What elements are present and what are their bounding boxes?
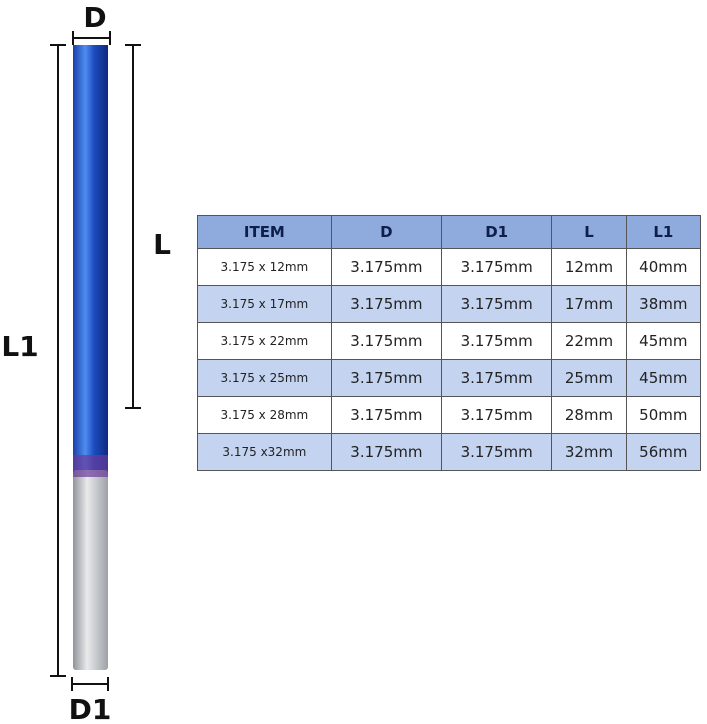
table-cell: 3.175 x 17mm <box>197 285 332 323</box>
table-cell: 3.175mm <box>330 285 443 323</box>
header-cell: D1 <box>441 215 553 249</box>
table-cell: 56mm <box>625 433 702 471</box>
spec-table: ITEM D D1 L L1 3.175 x 12mm 3.175mm 3.175mm 12mm… <box>197 215 702 471</box>
table-cell: 3.175 x32mm <box>197 433 332 471</box>
table-cell: 3.175 x 28mm <box>197 396 332 434</box>
table-cell: 3.175mm <box>441 433 553 471</box>
table-cell: 3.175 x 22mm <box>197 322 332 360</box>
header-cell: L <box>551 215 627 249</box>
table-cell: 25mm <box>551 359 627 397</box>
table-cell: 3.175mm <box>441 322 553 360</box>
table-cell: 17mm <box>551 285 627 323</box>
label-d1: D1 <box>69 693 112 724</box>
table-cell: 3.175 x 12mm <box>197 248 332 286</box>
label-d: D <box>83 1 106 34</box>
table-cell: 3.175mm <box>441 285 553 323</box>
table-cell: 40mm <box>625 248 702 286</box>
table-row: 3.175 x 28mm 3.175mm 3.175mm 28mm 50mm <box>197 396 702 434</box>
label-l: L <box>153 228 171 261</box>
table-cell: 3.175mm <box>330 433 443 471</box>
flute <box>73 45 108 475</box>
header-cell: ITEM <box>197 215 332 249</box>
table-cell: 45mm <box>625 322 702 360</box>
coating-edge <box>73 455 108 477</box>
table-cell: 3.175mm <box>330 322 443 360</box>
table-row: 3.175 x 22mm 3.175mm 3.175mm 22mm 45mm <box>197 322 702 360</box>
table-cell: 50mm <box>625 396 702 434</box>
table-cell: 3.175mm <box>330 248 443 286</box>
table-row: 3.175 x 17mm 3.175mm 3.175mm 17mm 38mm <box>197 285 702 323</box>
table-cell: 3.175mm <box>441 359 553 397</box>
table-cell: 38mm <box>625 285 702 323</box>
table-cell: 45mm <box>625 359 702 397</box>
table-row: 3.175 x32mm 3.175mm 3.175mm 32mm 56mm <box>197 433 702 471</box>
dimension-lines <box>50 31 141 691</box>
table-row: 3.175 x 25mm 3.175mm 3.175mm 25mm 45mm <box>197 359 702 397</box>
table-cell: 3.175mm <box>330 396 443 434</box>
header-row: ITEM D D1 L L1 <box>197 215 702 249</box>
table-cell: 3.175 x 25mm <box>197 359 332 397</box>
label-l1: L1 <box>1 330 38 363</box>
table-cell: 22mm <box>551 322 627 360</box>
table-cell: 3.175mm <box>330 359 443 397</box>
table-cell: 12mm <box>551 248 627 286</box>
header-cell: D <box>330 215 443 249</box>
table-cell: 3.175mm <box>441 396 553 434</box>
table-cell: 3.175mm <box>441 248 553 286</box>
table-row: 3.175 x 12mm 3.175mm 3.175mm 12mm 40mm <box>197 248 702 286</box>
shank <box>73 470 108 670</box>
header-cell: L1 <box>625 215 702 249</box>
table-cell: 32mm <box>551 433 627 471</box>
table-cell: 28mm <box>551 396 627 434</box>
